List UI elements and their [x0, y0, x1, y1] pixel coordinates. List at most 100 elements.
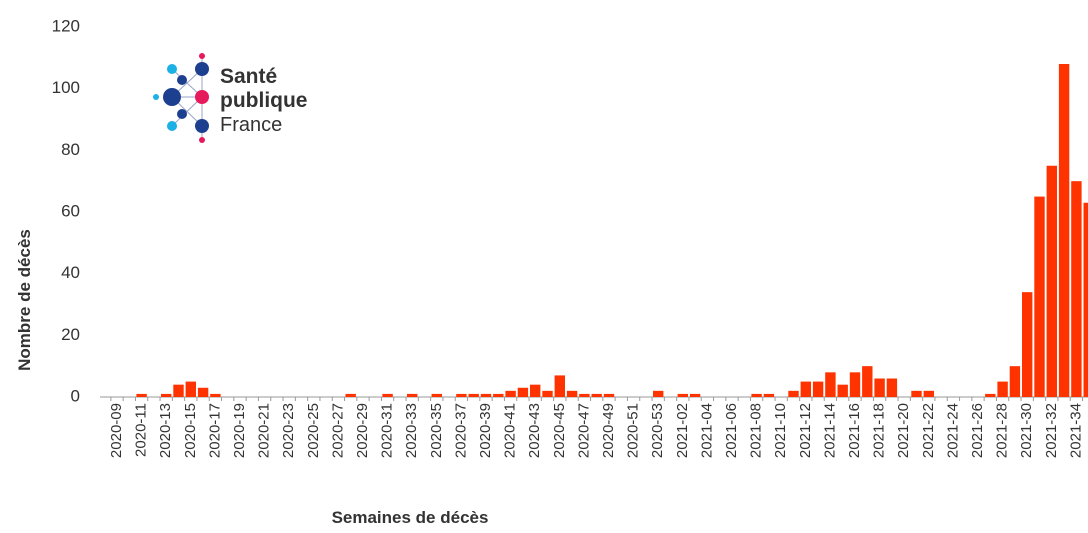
x-tick-label: 2021-08 [748, 403, 765, 458]
bar [591, 393, 602, 397]
bar [1034, 196, 1045, 397]
x-tick-label: 2020-49 [600, 403, 617, 458]
logo-text: publique [220, 89, 308, 112]
x-tick-label: 2021-14 [821, 403, 838, 458]
bar [161, 393, 172, 397]
x-tick-label: 2020-33 [403, 403, 420, 458]
bar [874, 378, 885, 397]
bar [689, 393, 701, 397]
x-tick-label: 2021-12 [797, 403, 814, 458]
bar [812, 381, 824, 397]
x-tick-label: 2021-04 [698, 403, 715, 458]
x-tick-label: 2020-41 [502, 403, 519, 458]
x-tick-label: 2020-51 [625, 403, 642, 458]
x-tick-label: 2020-43 [526, 403, 543, 458]
x-tick-label: 2020-39 [477, 403, 494, 458]
bar [911, 390, 922, 397]
x-tick-label: 2021-34 [1067, 403, 1084, 458]
bar [431, 393, 442, 397]
bar [751, 393, 762, 397]
logo-text: France [220, 114, 282, 136]
bar [185, 381, 196, 397]
bar [653, 390, 664, 397]
x-tick-label: 2020-23 [280, 403, 297, 458]
bar [456, 393, 467, 397]
bar [480, 393, 492, 397]
bar [825, 372, 836, 397]
y-tick-label: 120 [52, 16, 80, 35]
x-tick-label: 2021-26 [969, 403, 986, 458]
bar [579, 393, 590, 397]
bar [837, 384, 848, 397]
bar [1058, 64, 1070, 397]
x-tick-label: 2020-19 [231, 403, 248, 458]
bar [530, 384, 541, 397]
y-tick-label: 100 [52, 78, 80, 97]
x-tick-label: 2021-16 [846, 403, 863, 458]
x-tick-label: 2021-24 [944, 403, 961, 458]
bar [763, 393, 775, 397]
x-tick-label: 2020-25 [305, 403, 322, 458]
x-tick-label: 2020-53 [649, 403, 666, 458]
x-tick-label: 2020-27 [329, 403, 346, 458]
bar [985, 393, 996, 397]
x-tick-label: 2021-22 [920, 403, 937, 458]
x-tick-label: 2021-18 [871, 403, 888, 458]
bar [382, 393, 393, 397]
x-tick-label: 2020-11 [133, 403, 150, 457]
bar [136, 393, 147, 397]
bar [788, 390, 799, 397]
y-tick-label: 60 [61, 201, 80, 220]
x-tick-label: 2020-45 [551, 403, 568, 458]
x-tick-label: 2020-09 [108, 403, 125, 458]
y-tick-label: 0 [71, 386, 80, 405]
logo: Santé publique France [153, 53, 308, 143]
y-tick-label: 80 [61, 140, 80, 159]
logo-text: Santé [220, 65, 277, 88]
x-tick-label: 2020-31 [379, 403, 396, 458]
bar [886, 378, 898, 397]
bar [505, 390, 516, 397]
bar [1022, 292, 1033, 397]
bar [862, 366, 873, 397]
bar [603, 393, 615, 397]
bar [554, 375, 565, 397]
bar [345, 393, 356, 397]
bar [997, 381, 1008, 397]
x-tick-label: 2020-29 [354, 403, 371, 458]
bar [1083, 202, 1088, 397]
x-tick-label: 2020-15 [182, 403, 199, 458]
x-tick-label: 2020-21 [256, 403, 273, 458]
x-tick-label: 2021-02 [674, 403, 691, 458]
x-axis-title: Semaines de décès [332, 508, 489, 527]
bar [677, 393, 688, 397]
bar [1071, 181, 1082, 397]
x-tick-label: 2021-10 [772, 403, 789, 458]
x-tick-label: 2021-30 [1018, 403, 1035, 458]
bar [1009, 366, 1021, 397]
x-tick-label: 2020-17 [206, 403, 223, 458]
bar [197, 387, 209, 397]
y-axis-title: Nombre de décès [15, 229, 34, 371]
x-tick-label: 2020-35 [428, 403, 445, 458]
x-tick-label: 2021-20 [895, 403, 912, 458]
x-tick-label: 2020-13 [157, 403, 174, 458]
bar [1046, 165, 1057, 397]
bar [800, 381, 811, 397]
bar [849, 372, 861, 397]
x-tick-label: 2021-32 [1043, 403, 1060, 458]
bar [517, 387, 529, 397]
x-tick-label: 2021-28 [994, 403, 1011, 458]
y-tick-label: 20 [61, 325, 80, 344]
bar [493, 393, 504, 397]
bar [566, 390, 578, 397]
bar [173, 384, 184, 397]
bar [923, 390, 934, 397]
y-tick-label: 40 [61, 263, 80, 282]
bar [210, 393, 221, 397]
x-tick-label: 2020-47 [575, 403, 592, 458]
x-tick-label: 2020-37 [452, 403, 469, 458]
bar [407, 393, 418, 397]
bar [468, 393, 479, 397]
